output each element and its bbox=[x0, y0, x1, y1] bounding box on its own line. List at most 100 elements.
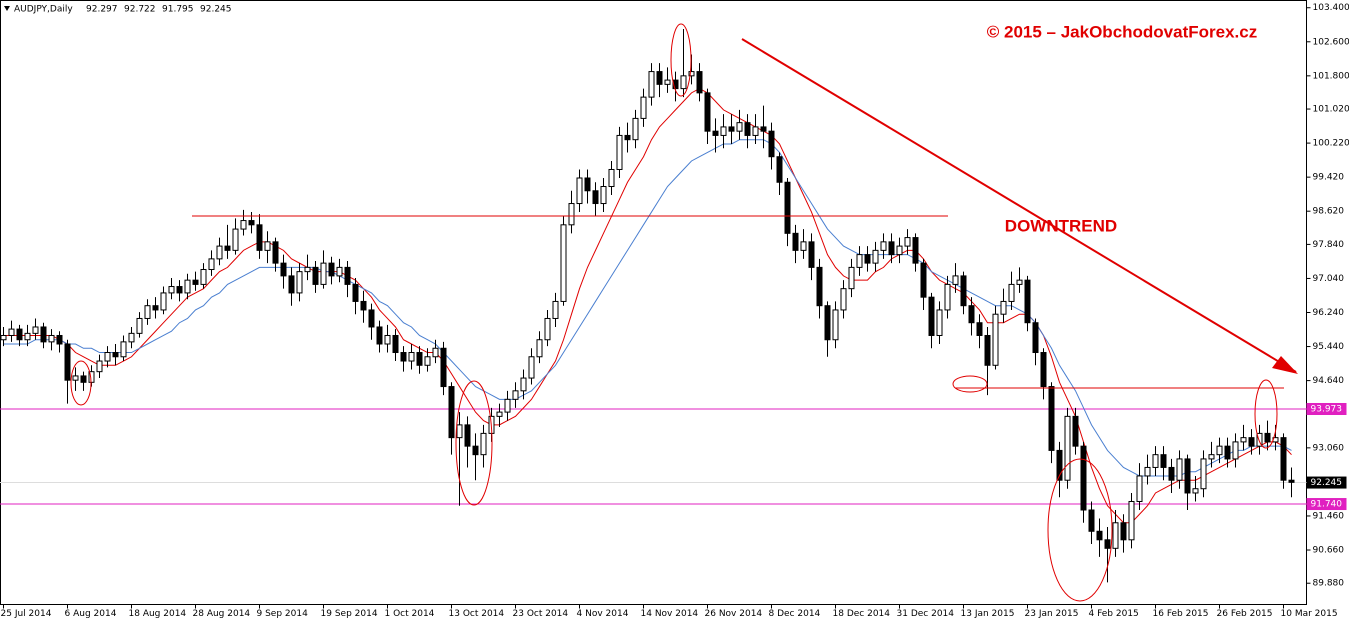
candle-body bbox=[32, 326, 39, 334]
candle-body bbox=[192, 279, 199, 285]
candle-body bbox=[1256, 432, 1263, 447]
candle-body bbox=[96, 360, 103, 373]
candle-body bbox=[240, 220, 247, 230]
candle-body bbox=[936, 309, 943, 336]
candle-body bbox=[48, 334, 55, 343]
candle-body bbox=[256, 224, 263, 251]
candle-body bbox=[792, 232, 799, 251]
annotation: DOWNTREND bbox=[1005, 216, 1117, 235]
y-tick-label: 97.840 bbox=[1313, 240, 1345, 250]
candle-body bbox=[768, 130, 775, 158]
y-tick-label: 100.220 bbox=[1313, 139, 1349, 149]
candle-body bbox=[1216, 445, 1223, 456]
candle-body bbox=[296, 271, 303, 294]
candle-body bbox=[288, 275, 295, 294]
candle-body bbox=[376, 326, 383, 345]
candle-body bbox=[392, 334, 399, 354]
candle-body bbox=[40, 326, 47, 343]
candle-body bbox=[856, 254, 863, 268]
candle-body bbox=[992, 313, 999, 366]
candle-body bbox=[1144, 466, 1151, 477]
candle-body bbox=[1080, 445, 1087, 511]
candle-body bbox=[1032, 322, 1039, 354]
candle-body bbox=[320, 262, 327, 285]
x-tick-label: 1 Oct 2014 bbox=[385, 609, 435, 619]
candle-body bbox=[552, 300, 559, 319]
candle-body bbox=[88, 371, 95, 383]
candle-body bbox=[728, 126, 735, 132]
candle-body bbox=[888, 241, 895, 256]
candle-body bbox=[400, 352, 407, 362]
candle-body bbox=[608, 168, 615, 188]
candle-body bbox=[16, 328, 23, 341]
x-tick-label: 28 Aug 2014 bbox=[193, 609, 251, 619]
arrow-head bbox=[1272, 356, 1298, 374]
candle-body bbox=[1240, 437, 1247, 443]
candle-body bbox=[1200, 458, 1207, 490]
candle-body bbox=[784, 181, 791, 234]
y-tick-label: 89.880 bbox=[1313, 579, 1345, 589]
candle-body bbox=[312, 266, 319, 285]
candle-body bbox=[120, 341, 127, 358]
candle-body bbox=[200, 269, 207, 285]
candle-body bbox=[752, 126, 759, 136]
candle-body bbox=[456, 424, 463, 439]
x-tick-label: 23 Jan 2015 bbox=[1025, 609, 1079, 619]
candle-body bbox=[632, 117, 639, 141]
candle-body bbox=[592, 190, 599, 205]
candle-body bbox=[1192, 488, 1199, 494]
candle-body bbox=[352, 283, 359, 302]
y-tick-label: 98.620 bbox=[1313, 207, 1345, 217]
candle-body bbox=[832, 309, 839, 341]
moving-average bbox=[3, 139, 1292, 477]
candle-body bbox=[136, 317, 143, 334]
candle-body bbox=[336, 266, 343, 277]
header-value: 92.245 bbox=[200, 5, 232, 15]
level-tag bbox=[1306, 498, 1347, 511]
candle-body bbox=[656, 71, 663, 85]
candle-body bbox=[776, 156, 783, 183]
candle-body bbox=[712, 130, 719, 136]
header-value: 92.297 bbox=[86, 5, 118, 15]
candle-body bbox=[1104, 539, 1111, 549]
candle-body bbox=[800, 241, 807, 251]
candle-body bbox=[504, 398, 511, 413]
header-value: 92.722 bbox=[124, 5, 156, 15]
x-tick-label: 18 Aug 2014 bbox=[129, 609, 187, 619]
candle-body bbox=[1040, 352, 1047, 388]
candle-body bbox=[1264, 432, 1271, 443]
header-marker bbox=[4, 6, 10, 11]
x-tick-label: 6 Aug 2014 bbox=[65, 609, 117, 619]
candle-body bbox=[984, 334, 991, 366]
candle-body bbox=[720, 126, 727, 136]
header-value: 91.795 bbox=[162, 5, 194, 15]
candle-body bbox=[544, 317, 551, 341]
candle-body bbox=[1128, 500, 1135, 541]
candle-body bbox=[824, 305, 831, 341]
trend-arrow bbox=[741, 38, 1297, 373]
candle-body bbox=[1064, 415, 1071, 481]
candle-body bbox=[880, 241, 887, 251]
candle-body bbox=[968, 305, 975, 324]
candle-body bbox=[408, 352, 415, 362]
candle-body bbox=[616, 134, 623, 170]
y-tick-label: 93.060 bbox=[1313, 443, 1345, 453]
candle-body bbox=[448, 386, 455, 439]
candle-body bbox=[736, 122, 743, 132]
candle-body bbox=[520, 377, 527, 392]
highlight-ellipse bbox=[455, 380, 493, 506]
x-tick-label: 19 Sep 2014 bbox=[321, 609, 378, 619]
candle-body bbox=[1000, 300, 1007, 315]
candle-body bbox=[744, 122, 751, 136]
candle-body bbox=[648, 71, 655, 98]
candle-body bbox=[1288, 479, 1295, 483]
candle-body bbox=[808, 241, 815, 268]
y-tick-label: 91.460 bbox=[1313, 511, 1345, 521]
candle-body bbox=[536, 339, 543, 358]
y-tick-label: 96.240 bbox=[1313, 308, 1345, 318]
candle-body bbox=[896, 245, 903, 256]
x-tick-label: 26 Nov 2014 bbox=[705, 609, 763, 619]
x-tick-label: 4 Feb 2015 bbox=[1089, 609, 1139, 619]
candle-body bbox=[232, 228, 239, 251]
candle-body bbox=[24, 332, 31, 341]
